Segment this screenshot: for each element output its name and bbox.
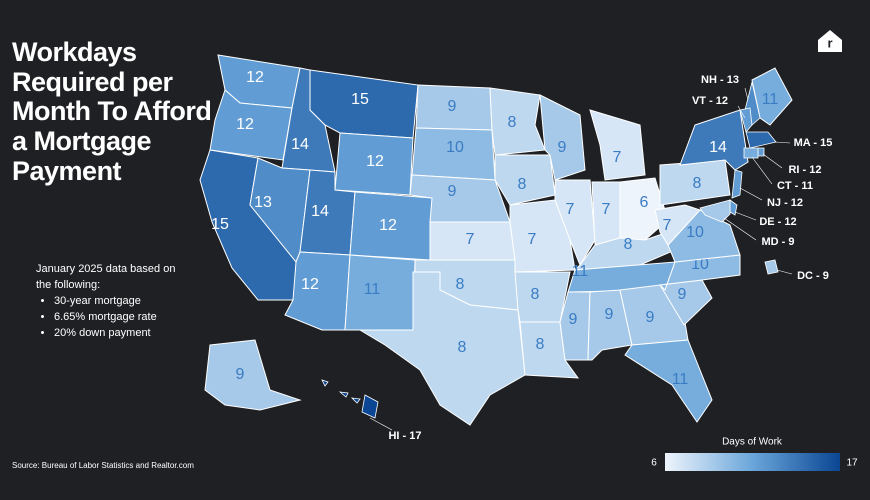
state-value: 9	[448, 183, 457, 200]
callout-label: VT - 12	[692, 95, 728, 107]
logo: r	[818, 30, 842, 52]
state-value: 7	[613, 149, 622, 166]
title: Workdays Required per Month To Afford a …	[12, 37, 212, 186]
state-value: 9	[558, 139, 567, 156]
state-value: 12	[301, 276, 319, 293]
note-item: 6.65% mortgage rate	[54, 310, 186, 326]
state-value: 9	[448, 98, 457, 115]
legend-title: Days of Work	[722, 437, 783, 448]
note-item: 30-year mortgage	[54, 294, 186, 310]
leader-line	[737, 105, 746, 119]
notes-list: 30-year mortgage 6.65% mortgage rate 20%…	[36, 294, 186, 342]
legend-min: 6	[651, 458, 657, 469]
state	[764, 259, 779, 275]
state	[757, 147, 765, 157]
state	[589, 109, 646, 181]
state-value: 12	[236, 116, 254, 133]
state-value: 7	[602, 201, 611, 218]
callout-label: HI - 17	[388, 430, 421, 442]
state-value: 12	[366, 153, 384, 170]
state-value: 9	[646, 309, 655, 326]
state	[494, 154, 556, 206]
state-value: 8	[458, 339, 467, 356]
state	[743, 147, 759, 159]
state-value: 9	[569, 311, 578, 328]
state-value: 10	[446, 139, 464, 156]
state	[204, 339, 302, 411]
leader-line	[369, 417, 393, 431]
state-value: 7	[528, 231, 537, 248]
state-value: 6	[640, 194, 649, 211]
state	[699, 199, 731, 223]
state-value: 15	[211, 216, 229, 233]
state-value: 7	[466, 231, 475, 248]
state-value: 14	[709, 139, 727, 156]
state-value: 7	[663, 217, 672, 234]
state	[321, 379, 329, 387]
state-value: 8	[531, 286, 540, 303]
state-value: 12	[379, 217, 397, 234]
state	[624, 339, 713, 423]
state-value: 9	[678, 286, 687, 303]
state-value: 11	[364, 281, 381, 298]
legend-bar	[665, 453, 840, 471]
note-item: 20% down payment	[54, 326, 186, 342]
leader-line	[739, 187, 763, 201]
state-value: 8	[518, 176, 527, 193]
source: Source: Bureau of Labor Statistics and R…	[12, 461, 194, 470]
notes-intro: January 2025 data based on the following…	[36, 263, 176, 291]
callout-label: NH - 13	[701, 74, 739, 86]
state	[361, 394, 379, 419]
state	[729, 199, 738, 216]
state-value: 8	[693, 175, 702, 192]
state-value: 7	[566, 201, 575, 218]
state-value: 15	[351, 91, 369, 108]
state	[350, 397, 361, 404]
state-value: 10	[686, 224, 704, 241]
legend-max: 17	[846, 458, 858, 469]
svg-text:r: r	[827, 35, 832, 50]
callout-label: MD - 9	[762, 236, 795, 248]
leader-line	[723, 217, 757, 241]
state	[358, 271, 526, 426]
leader-line	[762, 153, 783, 169]
state-value: 9	[236, 366, 245, 383]
state-value: 8	[456, 276, 465, 293]
leader-line	[776, 269, 793, 275]
state	[559, 291, 591, 361]
state-value: 9	[605, 306, 614, 323]
state-value: 8	[624, 236, 633, 253]
state-value: 8	[536, 336, 545, 353]
leader-line	[774, 141, 791, 144]
state-value: 12	[246, 69, 264, 86]
state-value: 13	[254, 194, 272, 211]
state-value: 11	[572, 263, 589, 280]
callout-label: DC - 9	[797, 270, 829, 282]
callout-label: NJ - 12	[767, 197, 803, 209]
leader-line	[734, 211, 757, 221]
state	[731, 169, 743, 199]
leader-line	[751, 156, 773, 185]
state	[519, 321, 580, 379]
callout-label: RI - 12	[788, 164, 821, 176]
state-value: 8	[508, 114, 517, 131]
state	[338, 391, 349, 398]
state	[619, 177, 669, 241]
notes: January 2025 data based on the following…	[36, 262, 186, 342]
state-value: 10	[691, 256, 709, 273]
leader-line	[744, 87, 749, 101]
state	[489, 87, 546, 156]
callout-label: CT - 11	[777, 180, 813, 192]
state	[745, 131, 777, 149]
state-value: 14	[291, 136, 309, 153]
callout-label: DE - 12	[759, 216, 796, 228]
state-value: 11	[672, 371, 689, 388]
state	[654, 204, 701, 246]
state-value: 11	[762, 91, 779, 108]
callout-label: MA - 15	[794, 137, 833, 149]
state-value: 14	[311, 203, 329, 220]
